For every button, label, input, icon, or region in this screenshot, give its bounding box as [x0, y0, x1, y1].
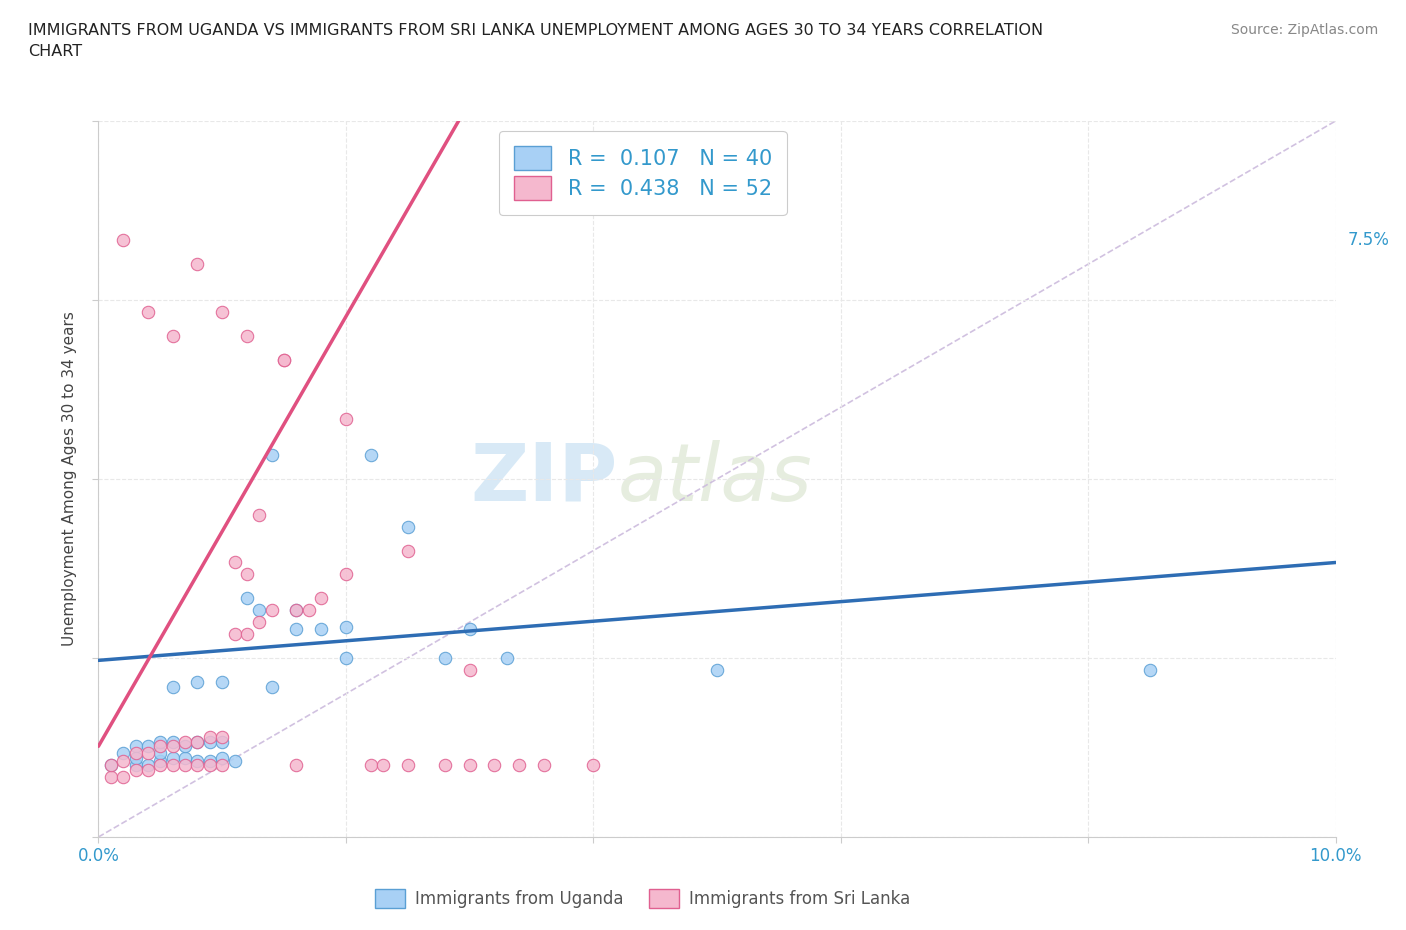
Point	[273, 352, 295, 367]
Point	[236, 627, 259, 642]
Text: ZIP: ZIP	[471, 440, 619, 518]
Point	[124, 738, 146, 753]
Point	[533, 758, 555, 773]
Point	[186, 257, 208, 272]
Point	[458, 758, 481, 773]
Point	[224, 627, 246, 642]
Point	[124, 758, 146, 773]
Point	[174, 734, 197, 749]
Point	[149, 753, 172, 768]
Point	[396, 519, 419, 534]
Point	[174, 751, 197, 765]
Point	[371, 758, 394, 773]
Point	[136, 763, 159, 777]
Point	[198, 753, 221, 768]
Point	[124, 763, 146, 777]
Point	[149, 734, 172, 749]
Point	[335, 412, 357, 427]
Point	[211, 734, 233, 749]
Point	[211, 729, 233, 744]
Point	[136, 758, 159, 773]
Point	[508, 758, 530, 773]
Point	[162, 679, 184, 694]
Point	[1139, 662, 1161, 677]
Point	[236, 591, 259, 605]
Point	[396, 543, 419, 558]
Point	[174, 738, 197, 753]
Point	[236, 567, 259, 582]
Point	[458, 622, 481, 637]
Point	[396, 758, 419, 773]
Point	[211, 674, 233, 689]
Point	[112, 232, 135, 247]
Point	[260, 447, 283, 462]
Point	[198, 729, 221, 744]
Point	[273, 352, 295, 367]
Point	[335, 619, 357, 634]
Point	[495, 651, 517, 666]
Point	[136, 746, 159, 761]
Point	[236, 328, 259, 343]
Point	[309, 591, 332, 605]
Point	[162, 328, 184, 343]
Text: IMMIGRANTS FROM UGANDA VS IMMIGRANTS FROM SRI LANKA UNEMPLOYMENT AMONG AGES 30 T: IMMIGRANTS FROM UGANDA VS IMMIGRANTS FRO…	[28, 23, 1043, 60]
Legend: Immigrants from Uganda, Immigrants from Sri Lanka: Immigrants from Uganda, Immigrants from …	[368, 882, 917, 914]
Point	[100, 770, 122, 785]
Point	[298, 603, 321, 618]
Point	[124, 751, 146, 765]
Point	[458, 662, 481, 677]
Point	[285, 603, 308, 618]
Point	[100, 758, 122, 773]
Point	[433, 651, 456, 666]
Point	[224, 555, 246, 570]
Point	[186, 734, 208, 749]
Point	[260, 603, 283, 618]
Point	[198, 758, 221, 773]
Point	[174, 758, 197, 773]
Point	[186, 734, 208, 749]
Point	[149, 758, 172, 773]
Point	[211, 758, 233, 773]
Point	[335, 567, 357, 582]
Point	[247, 615, 270, 630]
Point	[285, 603, 308, 618]
Point	[335, 651, 357, 666]
Point	[247, 508, 270, 523]
Point	[124, 746, 146, 761]
Point	[433, 758, 456, 773]
Point	[186, 674, 208, 689]
Y-axis label: Unemployment Among Ages 30 to 34 years: Unemployment Among Ages 30 to 34 years	[62, 312, 77, 646]
Point	[211, 751, 233, 765]
Point	[285, 622, 308, 637]
Point	[136, 304, 159, 319]
Point	[162, 758, 184, 773]
Point	[186, 758, 208, 773]
Point	[112, 770, 135, 785]
Point	[100, 758, 122, 773]
Point	[162, 738, 184, 753]
Point	[149, 738, 172, 753]
Point	[285, 758, 308, 773]
Text: atlas: atlas	[619, 440, 813, 518]
Point	[360, 758, 382, 773]
Point	[224, 753, 246, 768]
Point	[247, 603, 270, 618]
Text: 7.5%: 7.5%	[1348, 232, 1391, 249]
Point	[162, 751, 184, 765]
Point	[149, 746, 172, 761]
Point	[260, 679, 283, 694]
Point	[309, 622, 332, 637]
Point	[211, 304, 233, 319]
Point	[360, 447, 382, 462]
Point	[706, 662, 728, 677]
Point	[112, 753, 135, 768]
Point	[484, 758, 506, 773]
Text: Source: ZipAtlas.com: Source: ZipAtlas.com	[1230, 23, 1378, 37]
Point	[136, 738, 159, 753]
Point	[162, 734, 184, 749]
Point	[198, 734, 221, 749]
Point	[112, 746, 135, 761]
Point	[582, 758, 605, 773]
Point	[186, 753, 208, 768]
